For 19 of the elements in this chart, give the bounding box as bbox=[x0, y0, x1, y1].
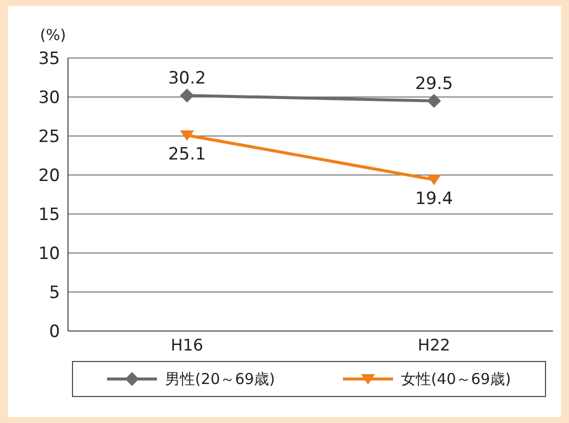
y-tick-label: 10 bbox=[38, 244, 60, 264]
y-tick-label: 25 bbox=[38, 127, 60, 148]
data-label: 29.5 bbox=[415, 74, 453, 94]
y-tick-label: 30 bbox=[38, 88, 60, 108]
legend-label: 女性(40～69歳) bbox=[401, 370, 511, 388]
x-tick-label: H22 bbox=[418, 335, 450, 354]
y-axis-title: (%) bbox=[40, 26, 66, 44]
y-tick-label: 35 bbox=[38, 49, 60, 70]
data-label: 19.4 bbox=[415, 188, 453, 209]
x-tick-label: H16 bbox=[170, 335, 204, 354]
y-tick-label: 0 bbox=[49, 322, 60, 342]
y-tick-label: 5 bbox=[49, 283, 60, 304]
point bbox=[180, 88, 194, 102]
y-tick-label: 15 bbox=[38, 205, 60, 226]
y-tick-label: 20 bbox=[38, 166, 60, 186]
data-label: 25.1 bbox=[168, 144, 206, 164]
point bbox=[427, 94, 441, 108]
data-label: 30.2 bbox=[168, 68, 206, 88]
legend-label: 男性(20～69歳) bbox=[165, 370, 275, 388]
